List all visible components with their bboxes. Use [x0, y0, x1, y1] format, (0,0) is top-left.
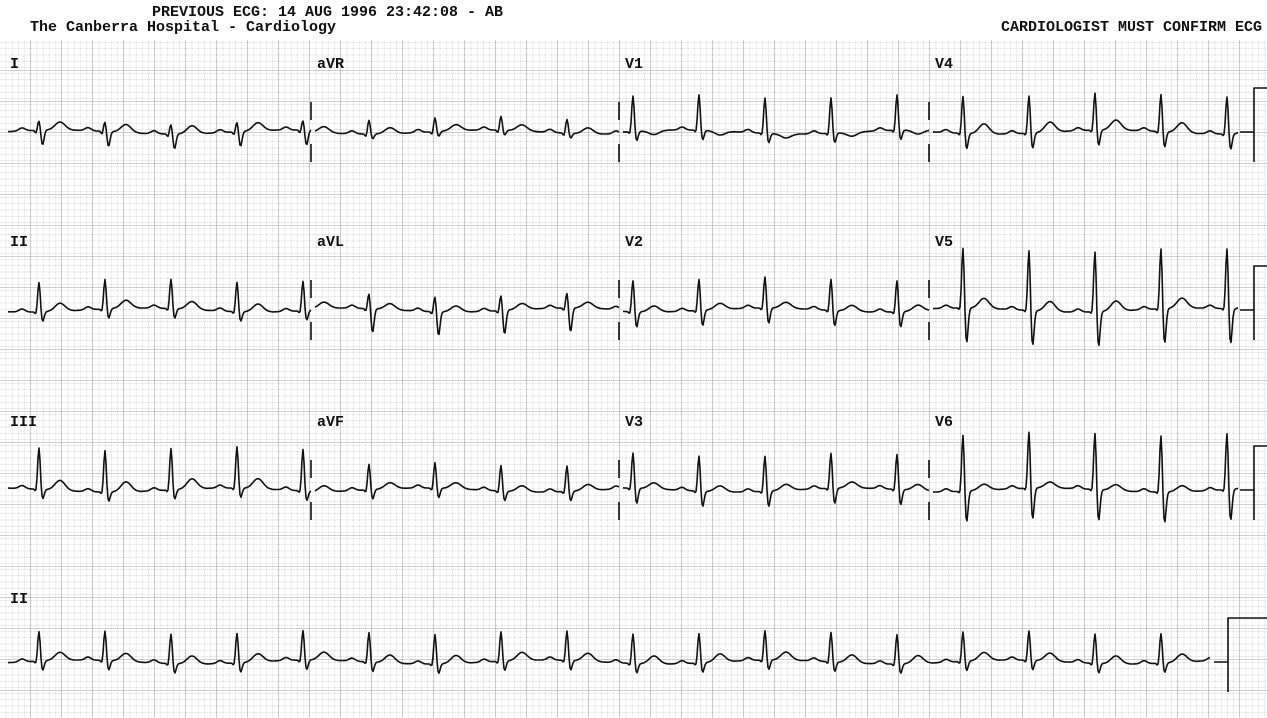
lead-label: V2: [625, 234, 643, 251]
ecg-trace: [932, 247, 1239, 346]
traces: [7, 92, 1239, 674]
lead-label: aVF: [317, 414, 344, 431]
ecg-trace: [933, 431, 1239, 523]
lead-label: II: [10, 591, 28, 608]
lead-label: V5: [935, 234, 953, 251]
calibration-pulse: [1214, 617, 1267, 692]
hospital: The Canberra Hospital - Cardiology: [30, 19, 336, 36]
ecg-trace: [8, 278, 312, 322]
lead-label: V3: [625, 414, 643, 431]
ecg-trace: [314, 115, 620, 140]
ecg-trace: [622, 94, 930, 144]
notice: CARDIOLOGIST MUST CONFIRM ECG: [1001, 19, 1262, 36]
lead-label: aVR: [317, 56, 344, 73]
ecg-title: PREVIOUS ECG: 14 AUG 1996 23:42:08 - AB: [152, 4, 503, 21]
ecg-trace: [933, 92, 1239, 150]
calibration-pulse: [1240, 265, 1267, 340]
lead-label: I: [10, 56, 19, 73]
lead-label: V1: [625, 56, 643, 73]
calibration-pulse: [1240, 87, 1267, 162]
lead-label: III: [10, 414, 37, 431]
ecg-trace: [314, 292, 620, 336]
ecg-trace: [622, 452, 930, 507]
calibration-pulse: [1240, 445, 1267, 520]
lead-label: V4: [935, 56, 953, 73]
ecg-trace: [8, 446, 312, 502]
lead-label: V6: [935, 414, 953, 431]
lead-label: aVL: [317, 234, 344, 251]
grid: [0, 40, 1267, 718]
ecg-trace: [622, 276, 930, 328]
lead-label: II: [10, 234, 28, 251]
ecg-trace: [7, 120, 312, 149]
ecg-trace: [314, 462, 620, 502]
ecg-trace: [7, 629, 1211, 674]
